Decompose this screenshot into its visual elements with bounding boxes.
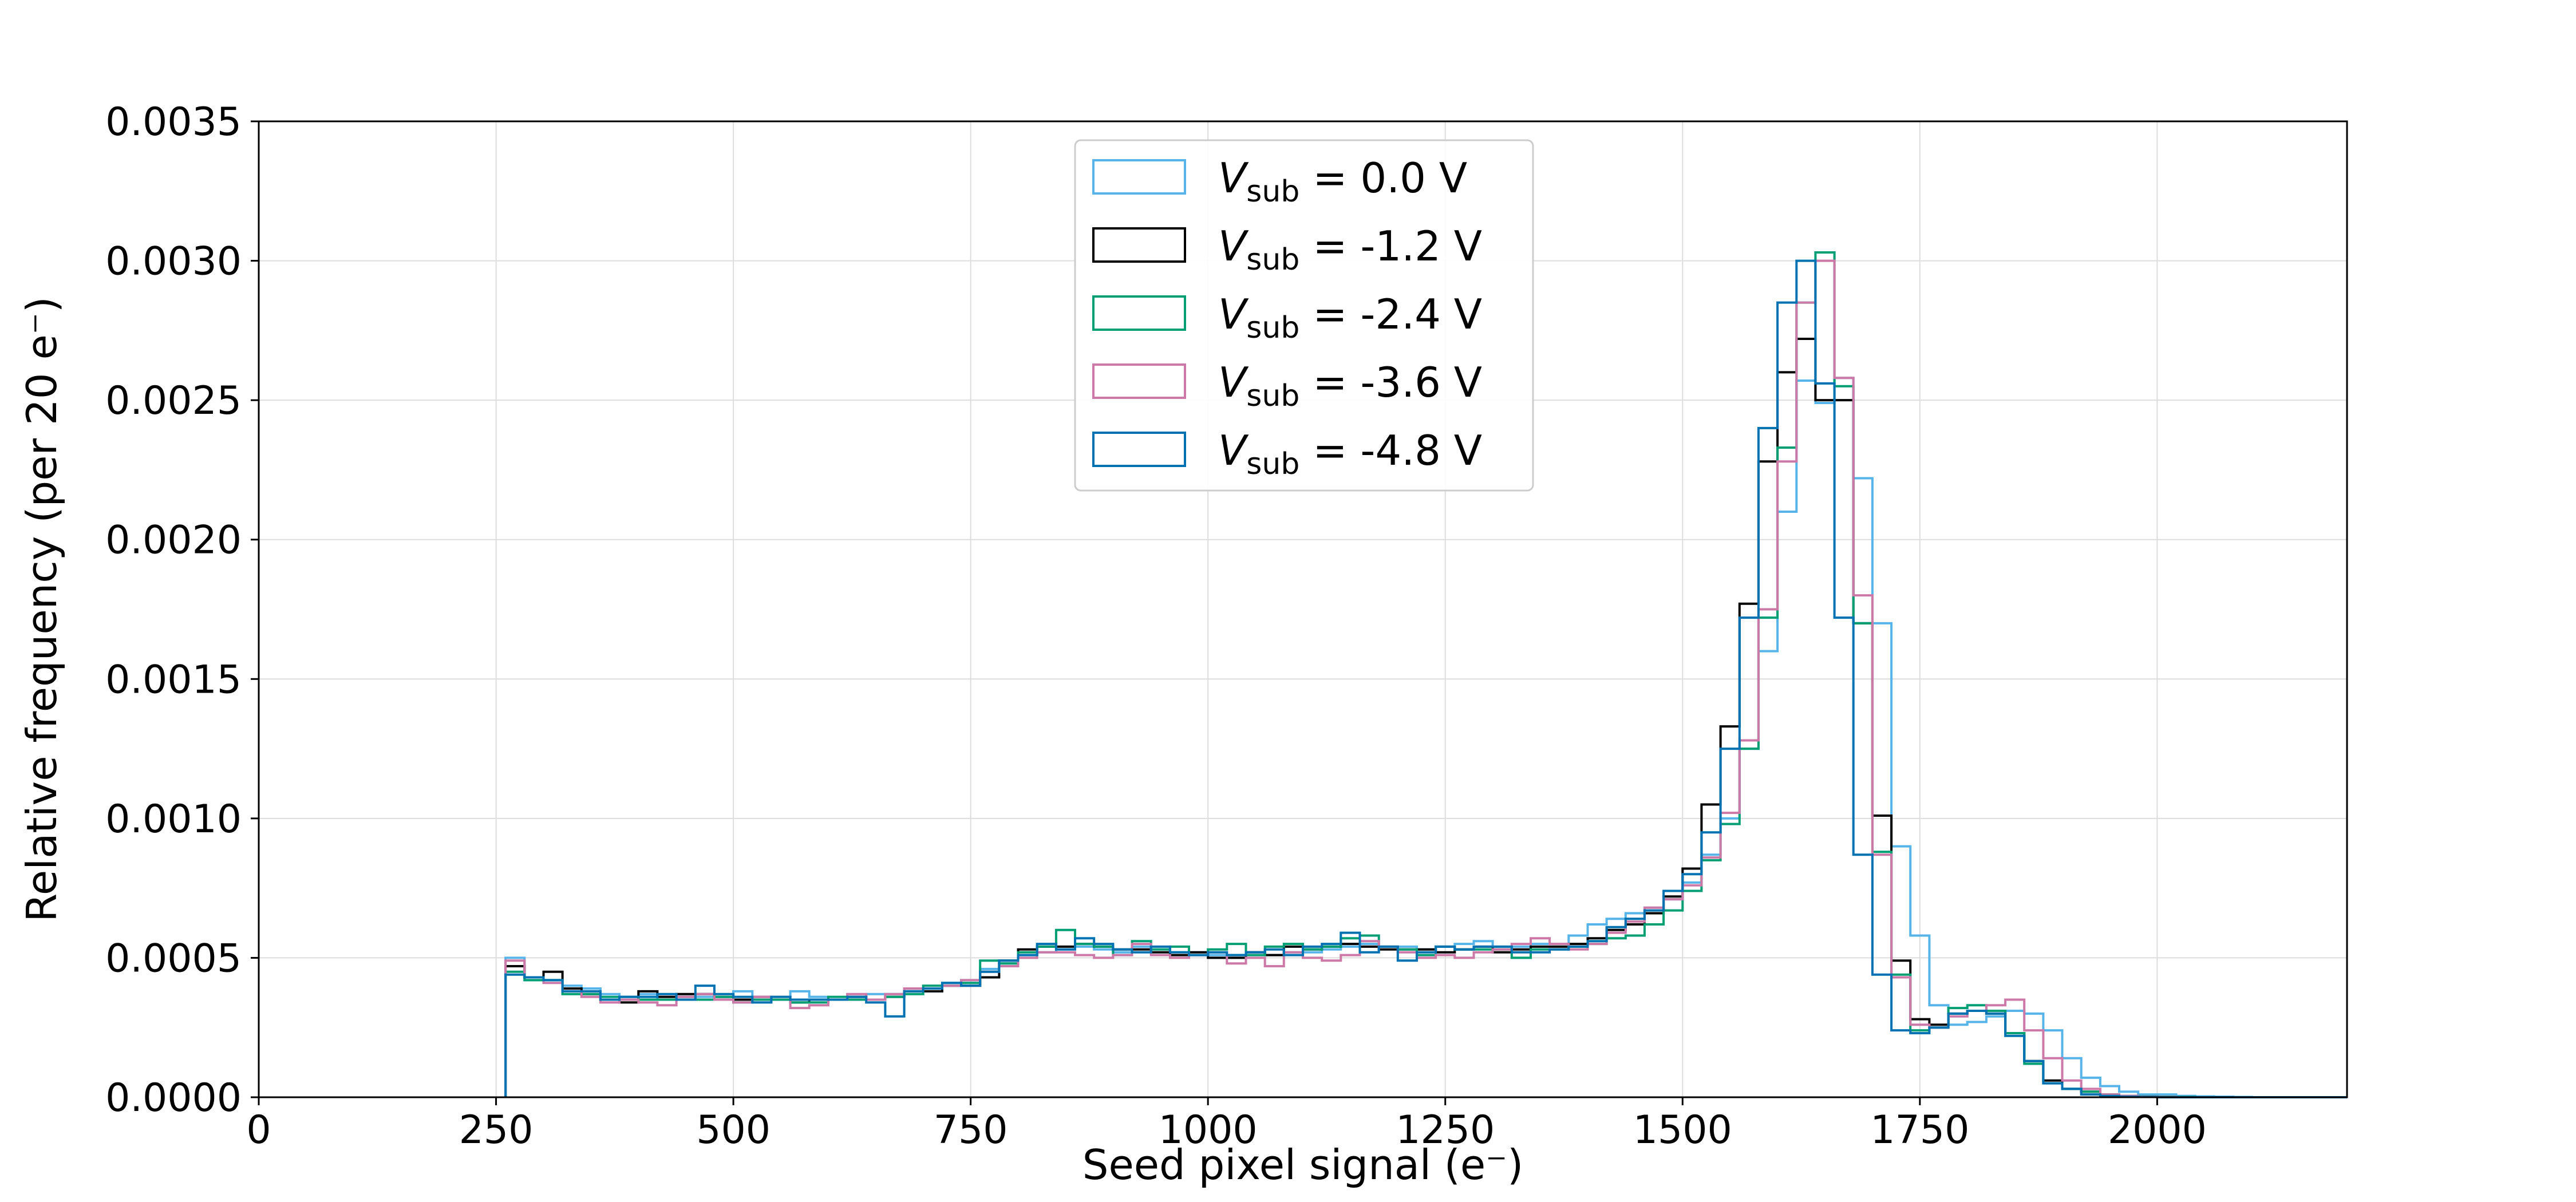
legend-label-2: Vsub = -2.4 V xyxy=(1218,290,1482,345)
x-tick-label: 1750 xyxy=(1870,1108,1969,1153)
y-axis-ticks: 0.0000 0.0005 0.0010 0.0015 0.0020 0.0025 0.00… xyxy=(105,100,259,1121)
legend-swatch-4 xyxy=(1092,432,1186,467)
y-tick-label: 0.0010 xyxy=(105,797,242,842)
legend-label-3: Vsub = -3.6 V xyxy=(1218,358,1482,413)
legend-box xyxy=(1074,139,1534,492)
x-tick-label: 500 xyxy=(696,1108,771,1153)
y-axis-label: Relative frequency (per 20 e⁻) xyxy=(18,296,66,922)
x-axis-ticks: 0 250 500 750 1000 1250 1500 1750 2000 xyxy=(246,1097,2207,1153)
histogram-series xyxy=(504,251,2347,1098)
legend-swatch-0 xyxy=(1092,159,1186,195)
x-tick-label: 1000 xyxy=(1159,1108,1258,1153)
y-tick-label: 0.0005 xyxy=(105,936,242,981)
legend-swatch-3 xyxy=(1092,363,1186,399)
x-tick-label: 750 xyxy=(934,1108,1008,1153)
legend-label-4: Vsub = -4.8 V xyxy=(1218,426,1482,481)
y-tick-label: 0.0020 xyxy=(105,518,242,563)
series-line-2 xyxy=(504,251,2347,1098)
x-tick-label: 1500 xyxy=(1633,1108,1732,1153)
x-tick-label: 1250 xyxy=(1396,1108,1495,1153)
x-tick-label: 2000 xyxy=(2108,1108,2207,1153)
series-line-4 xyxy=(504,259,2347,1098)
y-tick-label: 0.0015 xyxy=(105,657,242,702)
y-tick-label: 0.0025 xyxy=(105,378,242,424)
legend: Vsub = 0.0 V Vsub = -1.2 V Vsub = -2.4 V Vs… xyxy=(1074,139,1534,492)
legend-swatch-2 xyxy=(1092,295,1186,331)
x-tick-label: 0 xyxy=(246,1108,271,1153)
legend-label-0: Vsub = 0.0 V xyxy=(1218,154,1467,209)
x-axis-label: Seed pixel signal (e⁻) xyxy=(1082,1141,1524,1189)
y-tick-label: 0.0030 xyxy=(105,239,242,284)
y-tick-label: 0.0000 xyxy=(105,1076,242,1121)
legend-swatch-1 xyxy=(1092,227,1186,263)
x-tick-label: 250 xyxy=(459,1108,534,1153)
legend-label-1: Vsub = -1.2 V xyxy=(1218,222,1482,277)
y-tick-label: 0.0035 xyxy=(105,100,242,145)
plot-frame xyxy=(258,120,2348,1098)
